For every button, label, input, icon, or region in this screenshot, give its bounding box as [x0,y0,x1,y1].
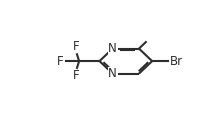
Text: F: F [57,55,63,68]
Text: F: F [72,40,79,53]
Text: N: N [108,67,117,80]
Text: F: F [72,69,79,82]
Text: Br: Br [170,55,183,68]
Text: N: N [108,42,117,55]
